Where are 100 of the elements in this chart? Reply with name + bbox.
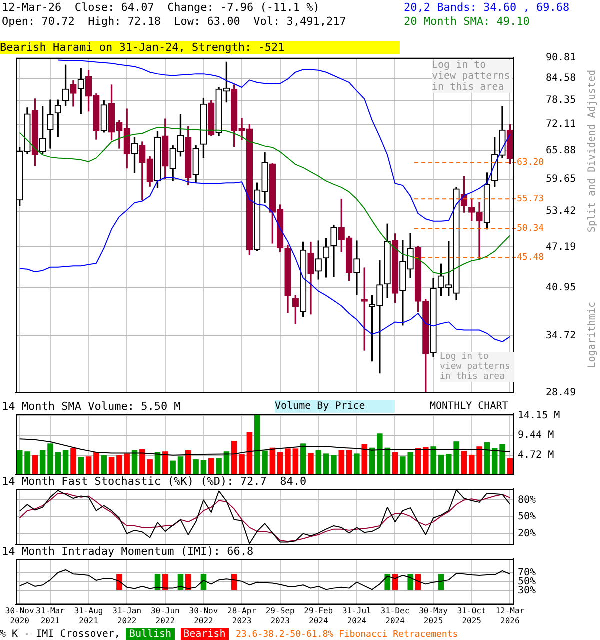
y-tick-label: 78.35 xyxy=(546,95,576,106)
ref-line-label: 50.34 xyxy=(517,224,544,234)
candlestick xyxy=(354,240,360,296)
text: Split and Dividend Adjusted xyxy=(586,70,599,233)
y-tick-label: 20% xyxy=(518,528,536,540)
bar xyxy=(484,442,490,475)
bar xyxy=(32,455,38,475)
bar xyxy=(186,450,192,475)
bar xyxy=(16,450,23,475)
bar xyxy=(246,432,253,475)
x-tick-label: 29-Feb 2024 xyxy=(304,606,334,626)
ref-line-label: 55.73 xyxy=(517,194,544,204)
y-tick-label: 30% xyxy=(518,586,536,597)
x-tick-label: 30-Nov 2020 xyxy=(5,606,34,626)
y-tick-label: 47.19 xyxy=(546,242,576,253)
bar xyxy=(468,454,475,475)
bar xyxy=(354,454,360,475)
bar xyxy=(292,448,299,475)
x-tick-label: 31-Dec 2024 xyxy=(380,606,410,626)
x-tick-label: 30-Jun 2022 xyxy=(150,606,180,626)
x-tick-label: 31-Oct 2025 xyxy=(457,606,486,626)
text: Bearish xyxy=(180,628,229,640)
y-tick-label: 70% xyxy=(518,567,536,578)
y-tick-label: 50% xyxy=(518,576,536,588)
bar xyxy=(285,448,291,475)
bar xyxy=(162,452,168,475)
y-tick-label: 65.88 xyxy=(546,145,576,156)
y-tick-label: 14.15 M xyxy=(518,410,560,422)
bar xyxy=(277,452,284,475)
x-tick-label: 31-Aug 2021 xyxy=(74,606,104,626)
bar xyxy=(86,456,92,475)
bar xyxy=(308,453,314,475)
bar xyxy=(362,444,368,475)
text: Bullish xyxy=(126,628,175,640)
y-tick-label: 34.72 xyxy=(546,330,576,342)
chart-title: 14 Month Fast Stochastic (%K) (%D): 72.7 84.0 xyxy=(2,475,307,488)
text: 23.6-38.2-50-61.8% Fibonacci Retracements xyxy=(236,629,458,640)
legend-title: % K - IMI Crossover, xyxy=(0,628,120,640)
ref-line-label: 45.48 xyxy=(517,253,544,264)
text: 20,2 Bands: 34.60 , 69.68 xyxy=(404,1,570,14)
bar xyxy=(62,450,69,475)
y-tick-label: 90.81 xyxy=(546,52,576,64)
bar xyxy=(262,450,268,475)
bar xyxy=(300,444,306,475)
bar xyxy=(476,446,482,475)
x-tick-label: 30-Nov 2022 xyxy=(189,606,218,626)
x-tick-label: 31-Jan 2022 xyxy=(112,606,142,626)
bar xyxy=(48,444,54,475)
bar xyxy=(178,456,184,475)
ref-line-label: 63.20 xyxy=(517,158,544,168)
bar xyxy=(24,452,30,475)
bar xyxy=(193,460,199,475)
bar xyxy=(170,460,176,475)
bar xyxy=(231,441,238,475)
x-tick-label: 12-Mar 2026 xyxy=(496,606,525,626)
annotation: Log in to view patterns in this area xyxy=(440,352,514,382)
text: Volume By Price xyxy=(275,400,395,413)
bar xyxy=(423,447,429,475)
chart-title: 14 Month Intraday Momentum (IMI): 66.8 xyxy=(2,545,254,558)
x-tick-label: 31-Jul 2024 xyxy=(342,606,372,626)
bar xyxy=(70,448,76,475)
y-tick-label: 72.11 xyxy=(546,119,576,130)
bar xyxy=(94,452,100,475)
y-tick-label: 59.65 xyxy=(546,174,576,186)
text: 20 Month SMA: 49.10 xyxy=(404,15,531,28)
y-tick-label: 84.58 xyxy=(546,73,576,84)
bar xyxy=(239,454,245,475)
x-tick-label: 29-Sep 2023 xyxy=(266,606,295,626)
chart-title: 14 Month SMA Volume: 5.50 M xyxy=(2,400,181,413)
text: Bearish Harami on 31-Jan-24, Strength: -521 xyxy=(0,41,400,54)
y-tick-label: 4.72 M xyxy=(518,450,554,461)
bar xyxy=(101,455,107,475)
bar xyxy=(430,446,436,475)
chart-subtitle: Open: 70.72 High: 72.18 Low: 63.00 Vol: 3,491,217 xyxy=(2,15,346,28)
text: Logarithmic xyxy=(586,302,599,368)
bar xyxy=(108,457,115,475)
bar xyxy=(346,450,352,475)
bar xyxy=(500,444,506,475)
chart-title: 12-Mar-26 Close: 64.07 Change: -7.96 (-11.1 %) xyxy=(2,1,320,14)
y-tick-label: 40.95 xyxy=(546,282,576,294)
x-tick-label: 31-Mar 2021 xyxy=(36,606,66,626)
annotation: Log in to view patterns in this area xyxy=(432,60,512,93)
text: MONTHLY CHART xyxy=(430,400,508,413)
bar xyxy=(216,458,222,475)
bar xyxy=(55,452,62,475)
y-tick-label: 80% xyxy=(518,494,536,506)
y-tick-label: 28.49 xyxy=(546,388,576,399)
x-tick-label: 30-May 2025 xyxy=(419,606,448,626)
y-tick-label: 50% xyxy=(518,512,536,523)
bar xyxy=(331,455,337,475)
y-tick-label: 53.42 xyxy=(546,206,576,217)
bar xyxy=(323,454,330,475)
bar xyxy=(461,451,468,475)
bar xyxy=(438,454,444,475)
candlestick xyxy=(476,202,483,260)
y-tick-label: 9.44 M xyxy=(518,430,554,442)
bar xyxy=(392,452,398,475)
x-tick-label: 28-Apr 2023 xyxy=(228,606,257,626)
bar xyxy=(40,450,46,475)
bar xyxy=(254,414,260,475)
